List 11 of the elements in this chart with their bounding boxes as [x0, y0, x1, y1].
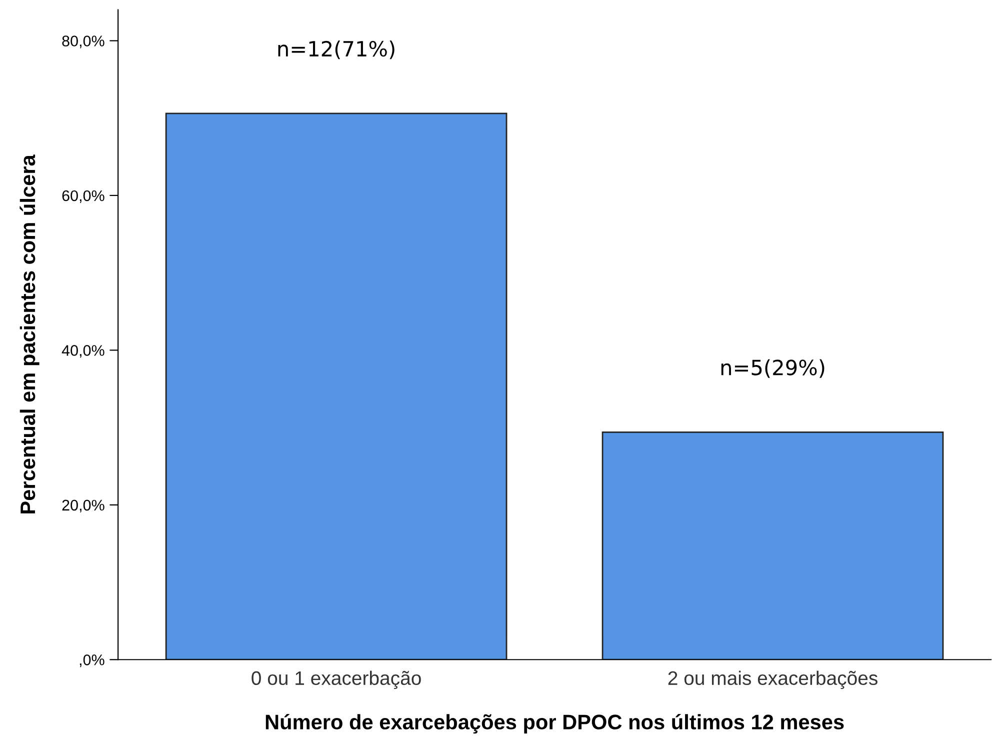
- x-axis-title: Número de exarcebações por DPOC nos últimos 12 meses: [266, 714, 844, 734]
- y-tick-label: 20,0%: [62, 500, 104, 512]
- y-tick-label: 60,0%: [62, 190, 104, 203]
- y-tick-label: ,0%: [80, 654, 104, 668]
- data-label: n=12(71%): [278, 40, 394, 60]
- y-tick-label: 40,0%: [62, 345, 104, 358]
- data-label: n=5(29%): [721, 359, 824, 378]
- y-axis-title: Percentual em pacientes com úlcera: [20, 154, 40, 514]
- x-tick-label: 0 ou 1 exacerbação: [252, 670, 421, 689]
- y-tick-label: 80,0%: [62, 36, 104, 48]
- x-tick-label: 2 ou mais exacerbações: [668, 670, 878, 689]
